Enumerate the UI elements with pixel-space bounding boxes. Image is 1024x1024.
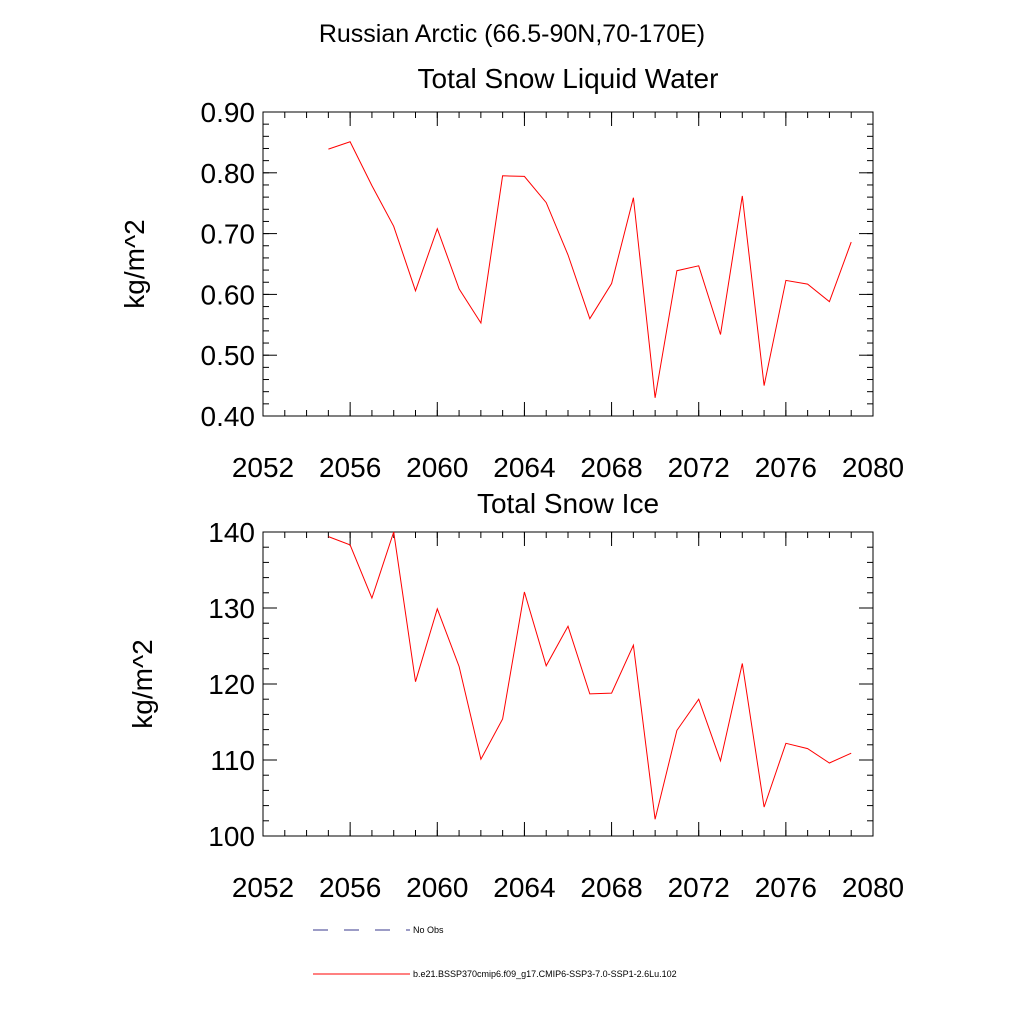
x-tick-label: 2060	[406, 452, 468, 483]
x-tick-label: 2080	[842, 872, 904, 903]
data-point	[676, 270, 678, 272]
plot-frame	[262, 111, 874, 417]
data-point	[698, 265, 700, 267]
data-point	[567, 625, 569, 627]
x-tick-label: 2068	[580, 452, 642, 483]
data-point	[741, 662, 743, 664]
y-tick-label: 0.40	[201, 401, 256, 432]
data-point	[850, 752, 852, 754]
data-point	[676, 729, 678, 731]
data-point	[807, 748, 809, 750]
panel-title: Total Snow Ice	[477, 488, 659, 519]
y-tick-label: 0.80	[201, 158, 256, 189]
data-point	[436, 228, 438, 230]
series-line	[328, 141, 852, 398]
x-tick-label: 2056	[319, 452, 381, 483]
data-point	[415, 681, 417, 683]
data-point	[807, 283, 809, 285]
data-point	[654, 818, 656, 820]
x-tick-label: 2076	[755, 452, 817, 483]
panel-title: Total Snow Liquid Water	[418, 63, 719, 94]
data-point	[393, 531, 395, 533]
data-point	[828, 762, 830, 764]
y-tick-label: 130	[208, 593, 255, 624]
data-point	[327, 148, 329, 150]
legend-label: No Obs	[413, 925, 444, 935]
data-point	[720, 334, 722, 336]
y-tick-label: 120	[208, 669, 255, 700]
data-point	[632, 644, 634, 646]
data-point	[850, 241, 852, 243]
data-point	[349, 544, 351, 546]
data-point	[371, 185, 373, 187]
y-axis-label: kg/m^2	[119, 219, 150, 308]
data-point	[567, 254, 569, 256]
legend: No Obs b.e21.BSSP370cmip6.f09_g17.CMIP6-S…	[313, 925, 677, 979]
x-tick-label: 2052	[232, 452, 294, 483]
data-point	[371, 597, 373, 599]
data-point	[763, 806, 765, 808]
data-point	[480, 758, 482, 760]
data-point	[502, 175, 504, 177]
data-point	[393, 225, 395, 227]
y-tick-label: 0.70	[201, 219, 256, 250]
x-tick-label: 2064	[493, 872, 555, 903]
data-point	[327, 536, 329, 538]
data-point	[415, 290, 417, 292]
x-tick-label: 2072	[668, 452, 730, 483]
x-tick-label: 2080	[842, 452, 904, 483]
data-point	[545, 202, 547, 204]
series-line	[328, 531, 852, 820]
data-point	[698, 698, 700, 700]
data-point	[545, 665, 547, 667]
data-point	[523, 591, 525, 593]
y-tick-label: 140	[208, 517, 255, 548]
y-tick-label: 110	[210, 745, 255, 776]
data-point	[654, 397, 656, 399]
y-tick-label: 0.60	[201, 279, 256, 310]
data-point	[458, 666, 460, 668]
panel-total-snow-ice: Total Snow Ice kg/m^2 2052 2056 2060 2064 2068…	[127, 488, 904, 903]
data-point	[632, 197, 634, 199]
data-point	[611, 282, 613, 284]
data-point	[741, 195, 743, 197]
x-tick-label: 2072	[668, 872, 730, 903]
data-point	[828, 301, 830, 303]
x-tick-label: 2060	[406, 872, 468, 903]
data-point	[720, 760, 722, 762]
y-tick-label: 0.50	[201, 340, 256, 371]
x-tick-label: 2068	[580, 872, 642, 903]
data-point	[763, 385, 765, 387]
data-point	[458, 288, 460, 290]
data-point	[480, 322, 482, 324]
data-point	[589, 318, 591, 320]
plot-frame	[262, 531, 874, 837]
y-tick-label: 100	[208, 821, 255, 852]
data-point	[523, 175, 525, 177]
data-point	[502, 718, 504, 720]
data-point	[349, 141, 351, 143]
figure-title: Russian Arctic (66.5-90N,70-170E)	[319, 20, 705, 48]
data-point	[785, 742, 787, 744]
data-point	[589, 693, 591, 695]
legend-label: b.e21.BSSP370cmip6.f09_g17.CMIP6-SSP3-7.…	[413, 969, 677, 979]
x-tick-label: 2076	[755, 872, 817, 903]
panel-total-snow-liquid-water: Total Snow Liquid Water kg/m^2 2052 2056 206…	[119, 63, 904, 483]
data-point	[611, 692, 613, 694]
data-point	[785, 279, 787, 281]
x-tick-label: 2056	[319, 872, 381, 903]
x-tick-label: 2064	[493, 452, 555, 483]
data-point	[436, 608, 438, 610]
y-tick-label: 0.90	[201, 97, 256, 128]
x-tick-label: 2052	[232, 872, 294, 903]
y-axis-label: kg/m^2	[127, 639, 158, 728]
